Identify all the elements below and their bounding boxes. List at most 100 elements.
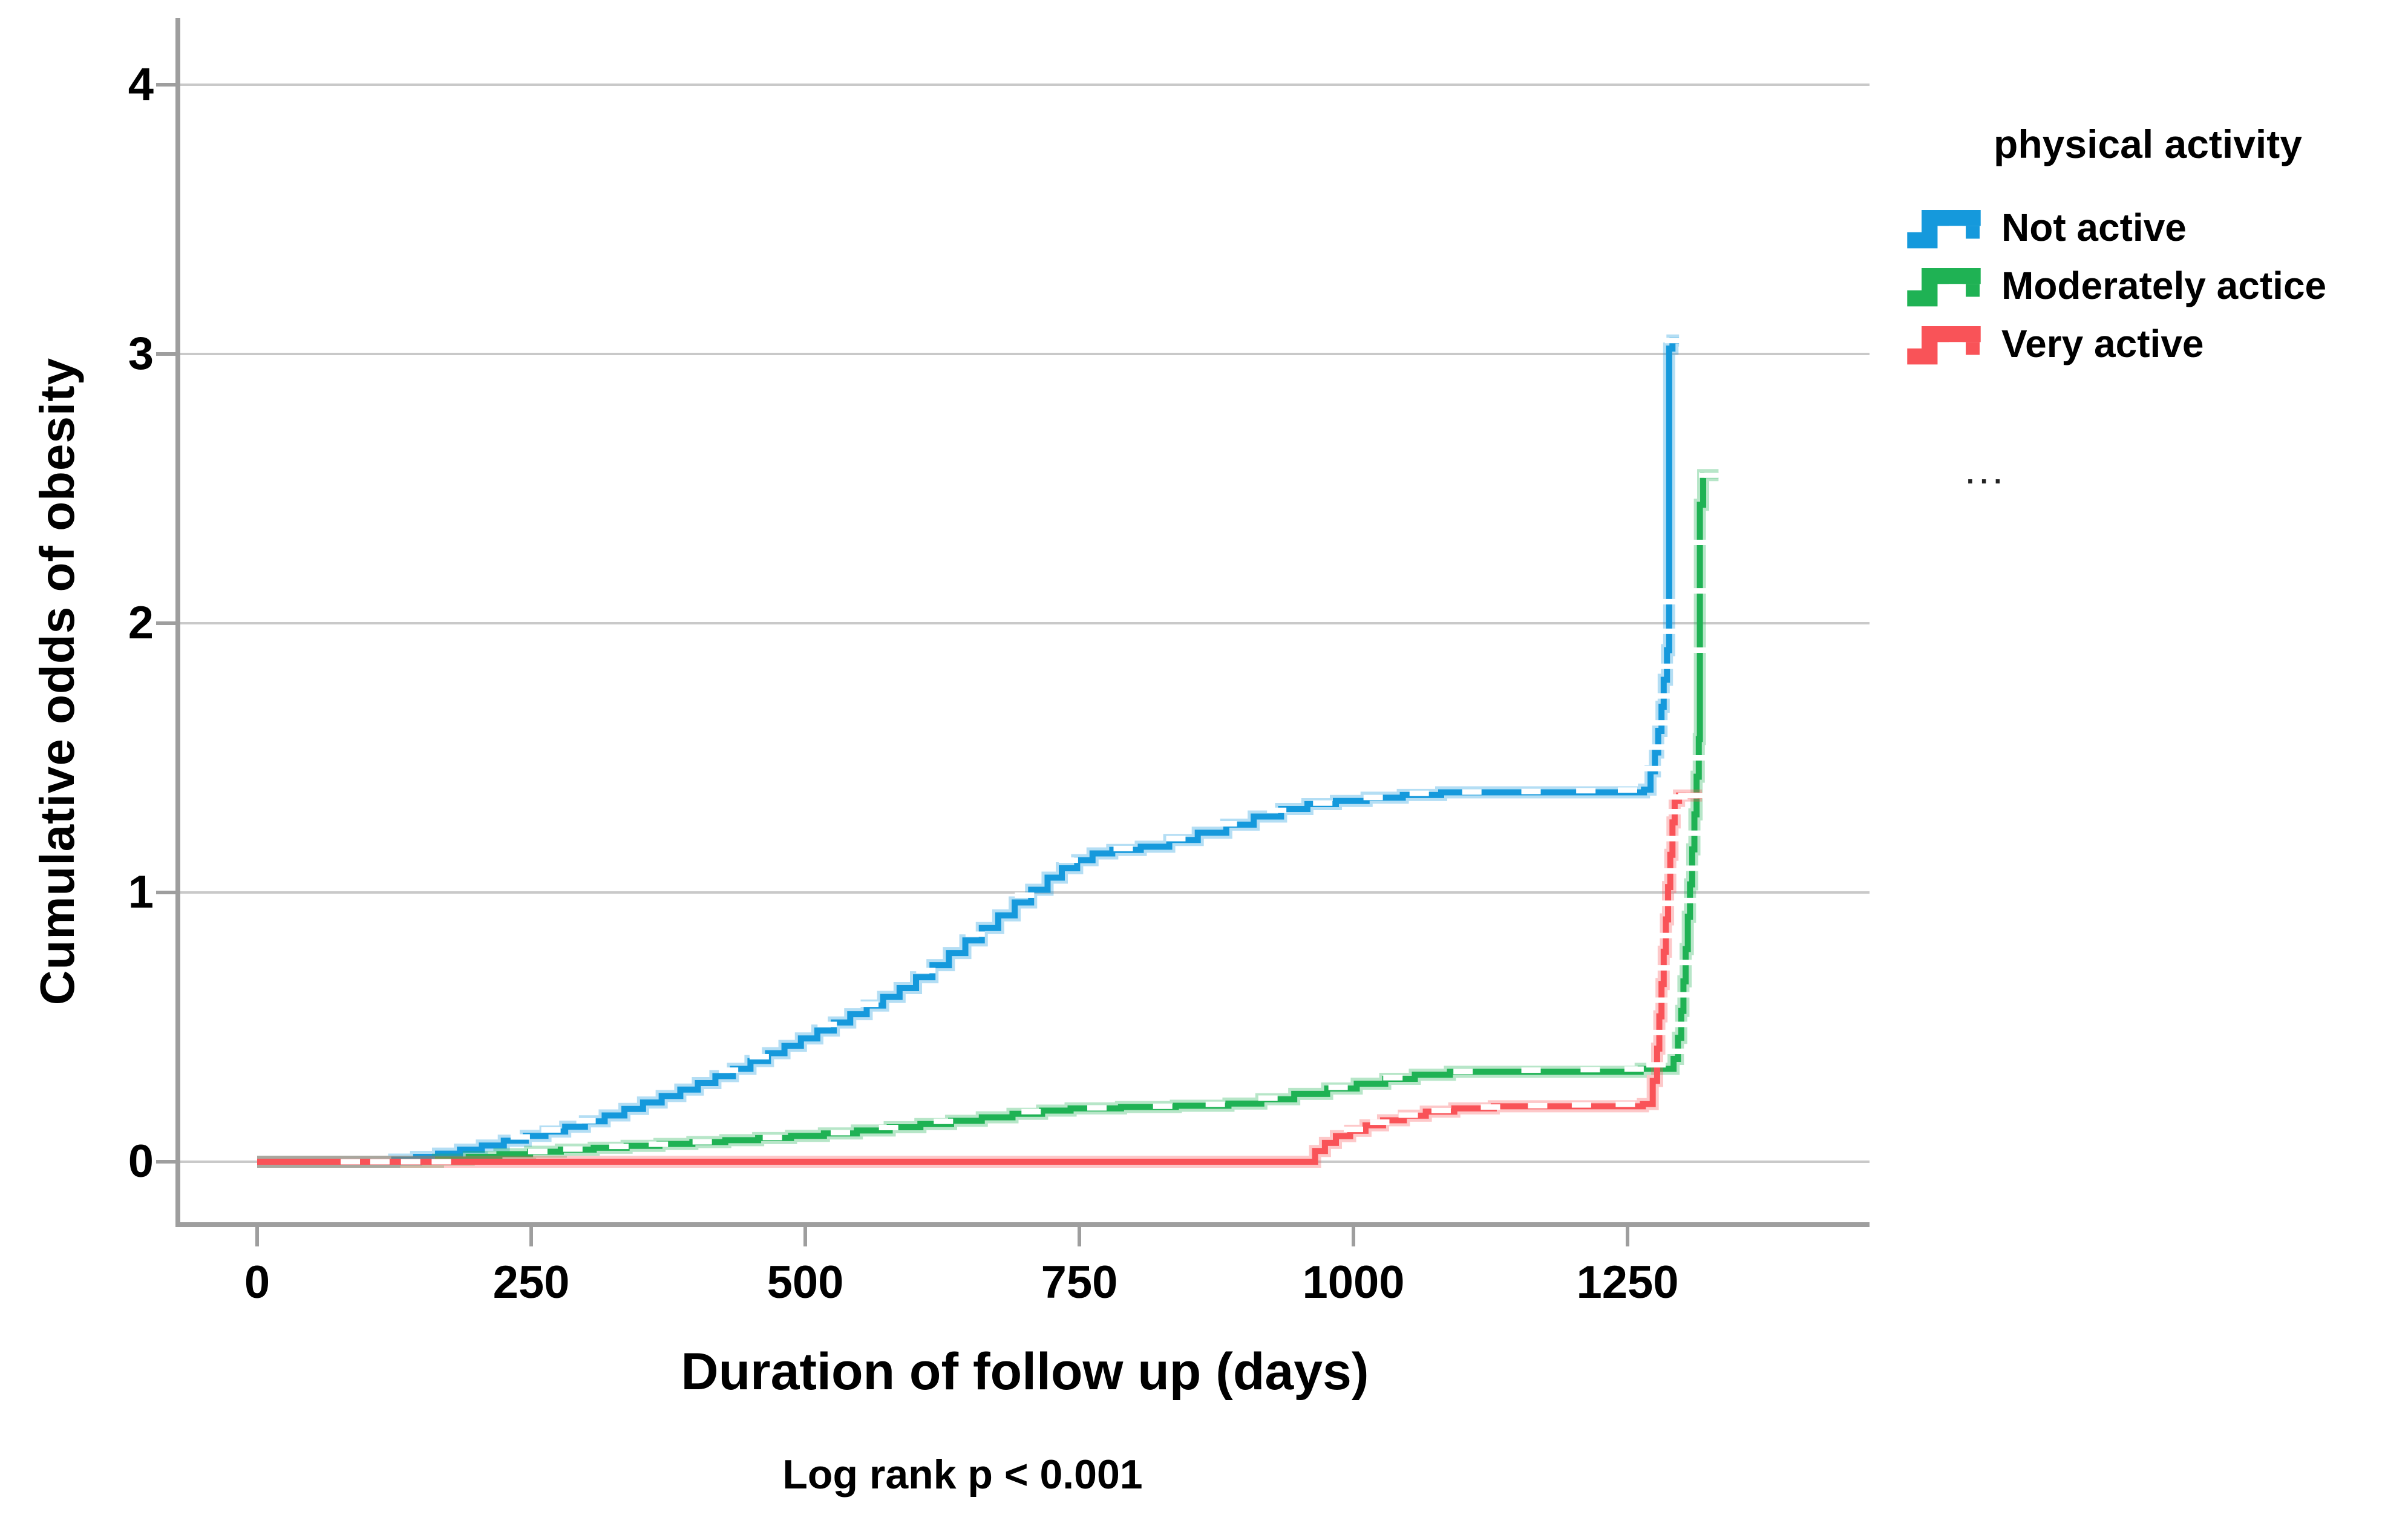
censor-mark: [878, 1124, 898, 1130]
censor-mark: [1521, 1067, 1541, 1073]
censor-mark: [1618, 787, 1637, 793]
censor-mark: [934, 1118, 954, 1124]
censor-mark: [1528, 1102, 1548, 1108]
legend-label: Moderately actice: [2001, 264, 2327, 307]
censor-mark: [510, 1134, 530, 1140]
censor-mark: [1166, 836, 1186, 842]
censor-mark: [1687, 755, 1707, 761]
y-tick-label-2: 2: [128, 597, 154, 649]
censor-mark: [1431, 1107, 1451, 1113]
censor-mark: [1656, 663, 1676, 669]
x-tick-label-1000: 1000: [1302, 1257, 1405, 1308]
censor-mark: [528, 1148, 548, 1154]
censor-mark: [1704, 472, 1724, 478]
censor-mark: [1313, 800, 1333, 806]
censor-mark: [749, 1053, 769, 1059]
censor-mark: [1267, 807, 1287, 813]
censor-mark: [1659, 628, 1679, 634]
legend-item-moderately-active: Moderately actice: [1899, 259, 2326, 312]
x-tick-label-750: 750: [1041, 1257, 1118, 1308]
series-moderately-actice: [257, 469, 1724, 1168]
censor-mark: [762, 1134, 782, 1141]
censor-mark: [563, 1146, 583, 1152]
censor-mark: [1328, 1084, 1348, 1090]
censor-mark: [830, 1130, 850, 1136]
censor-mark: [1370, 1119, 1390, 1125]
censor-mark: [341, 1159, 361, 1165]
x-tick-label-1250: 1250: [1576, 1257, 1679, 1308]
censor-mark: [1571, 1102, 1591, 1108]
step-line-icon: [1907, 326, 1981, 365]
censor-mark: [1383, 1075, 1403, 1081]
x-tick-label-500: 500: [767, 1257, 844, 1308]
censor-mark: [1676, 960, 1696, 966]
censor-mark: [1258, 1095, 1278, 1101]
series-very-active: [257, 789, 1706, 1168]
censor-mark: [1679, 897, 1699, 903]
censor-mark: [1113, 845, 1133, 851]
y-tick-label-0: 0: [128, 1136, 154, 1187]
legend-title: physical activity: [1994, 122, 2302, 166]
censor-mark: [649, 1141, 669, 1147]
censor-mark: [1690, 540, 1710, 545]
curve-halo: [257, 334, 1680, 1168]
censor-mark: [1690, 588, 1710, 594]
censor-mark: [859, 1001, 879, 1007]
censor-mark: [1344, 1127, 1363, 1133]
censor-mark: [1462, 789, 1482, 795]
censor-mark: [1453, 1069, 1473, 1075]
curve: [257, 337, 1680, 1165]
censor-mark: [1668, 794, 1688, 800]
x-tick-label-250: 250: [492, 1257, 570, 1308]
censor-mark: [1667, 1049, 1687, 1055]
censor-mark: [1576, 788, 1596, 794]
censor-mark: [965, 931, 985, 937]
legend-item-very-active: Very active: [1899, 317, 2204, 370]
curve: [257, 792, 1703, 1165]
curve: [257, 472, 1719, 1165]
censor-mark: [1654, 965, 1673, 971]
y-tick-label-1: 1: [128, 866, 154, 918]
censor-mark: [1480, 1104, 1500, 1110]
censor-mark: [1690, 647, 1710, 653]
censor-mark: [1624, 1066, 1644, 1072]
censor-mark: [1652, 997, 1672, 1003]
censor-mark: [1641, 765, 1661, 771]
censor-mark: [576, 1118, 596, 1124]
censor-mark: [1205, 1101, 1225, 1107]
censor-mark: [1615, 1101, 1635, 1107]
censor-mark: [370, 1159, 390, 1165]
legend-label: Not active: [2001, 206, 2187, 249]
censor-mark: [916, 967, 936, 974]
y-tick-label-4: 4: [128, 59, 154, 110]
step-line-icon: [1907, 267, 1981, 307]
censor-mark: [1649, 1029, 1669, 1035]
censor-mark: [1647, 744, 1667, 750]
censor-mark: [1021, 1108, 1041, 1115]
x-tick-label-0: 0: [244, 1257, 270, 1308]
legend-label: Very active: [2001, 322, 2204, 365]
censor-mark: [692, 1139, 712, 1145]
log-rank-caption: Log rank p < 0.001: [782, 1452, 1143, 1498]
censor-mark: [1660, 868, 1680, 874]
y-tick-label-3: 3: [128, 328, 154, 379]
censor-mark: [1673, 992, 1693, 998]
censor-mark: [719, 1067, 739, 1073]
x-axis-title: Duration of follow up (days): [681, 1343, 1369, 1401]
censor-mark: [1683, 830, 1703, 836]
censor-mark: [1656, 932, 1676, 938]
censor-mark: [1664, 809, 1684, 814]
censor-mark: [1663, 836, 1683, 842]
curve-halo: [257, 469, 1719, 1168]
censor-mark: [1658, 900, 1678, 906]
censor-mark: [541, 1127, 561, 1133]
censor-mark: [1681, 865, 1701, 871]
censor-mark: [1153, 1103, 1173, 1109]
legend-item-not-active: Not active: [1899, 201, 2187, 254]
censor-mark: [1670, 1021, 1690, 1027]
legend-ellipsis: ...: [1966, 458, 2008, 489]
y-axis-title: Cumulative odds of obesity: [30, 357, 84, 1006]
censor-mark: [1015, 892, 1035, 898]
censor-mark: [1398, 1112, 1418, 1118]
